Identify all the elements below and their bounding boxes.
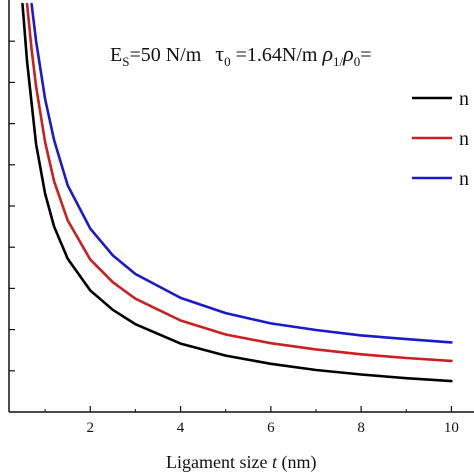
x-axis-tick-labels: 2 4 6 8 10	[87, 420, 459, 436]
x-tick-label: 8	[357, 420, 365, 436]
x-axis-ticks	[44, 406, 453, 412]
annotation-text: ES=50 N/m τ0 =1.64N/m ρ1/ρ0=	[110, 41, 372, 69]
series-line-1	[21, 2, 453, 383]
x-tick-label: 2	[87, 420, 95, 436]
legend: nnn	[412, 88, 469, 190]
x-tick-label: 6	[267, 420, 275, 436]
x-tick-label: 4	[177, 420, 185, 436]
x-axis-title: Ligament size t (nm)	[166, 452, 316, 473]
x-tick-label: 10	[444, 420, 459, 436]
legend-label-1: n	[459, 88, 469, 110]
legend-label-3: n	[459, 168, 469, 190]
series-line-2	[25, 2, 453, 363]
legend-label-2: n	[459, 128, 469, 150]
y-axis-ticks	[9, 40, 15, 372]
series-line-3	[30, 2, 453, 344]
series-lines	[21, 2, 453, 383]
